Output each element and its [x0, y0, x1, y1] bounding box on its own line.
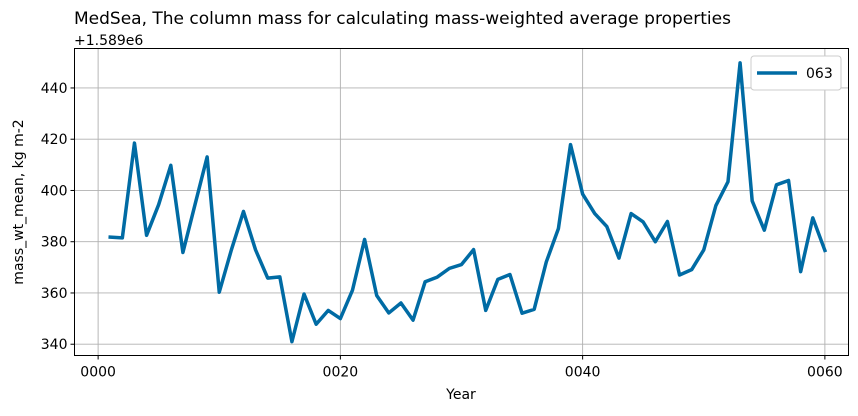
grid-lines [74, 48, 849, 356]
chart-title: MedSea, The column mass for calculating … [74, 9, 731, 29]
plot-area-frame [74, 48, 849, 356]
x-axis-ticks: 0000 0020 0040 0060 [80, 355, 843, 381]
series-line-063 [108, 61, 828, 344]
legend-label-063: 063 [806, 66, 833, 82]
x-tick-label: 0020 [323, 365, 359, 381]
series-layer [108, 61, 828, 344]
x-tick-label: 0000 [80, 365, 116, 381]
y-axis-label: mass_wt_mean, kg m-2 [11, 119, 27, 284]
x-axis-label: Year [445, 387, 476, 403]
y-axis-offset-label: +1.589e6 [74, 33, 143, 49]
x-tick-label: 0040 [565, 365, 601, 381]
y-tick-label: 340 [41, 337, 68, 353]
y-tick-label: 380 [41, 235, 68, 251]
x-tick-label: 0060 [807, 365, 843, 381]
y-tick-label: 360 [41, 286, 68, 302]
legend: 063 [750, 55, 842, 91]
y-tick-label: 420 [41, 132, 68, 148]
y-tick-label: 400 [41, 183, 68, 199]
y-axis-ticks: 340 360 380 400 420 440 [41, 81, 75, 353]
y-tick-label: 440 [41, 81, 68, 97]
